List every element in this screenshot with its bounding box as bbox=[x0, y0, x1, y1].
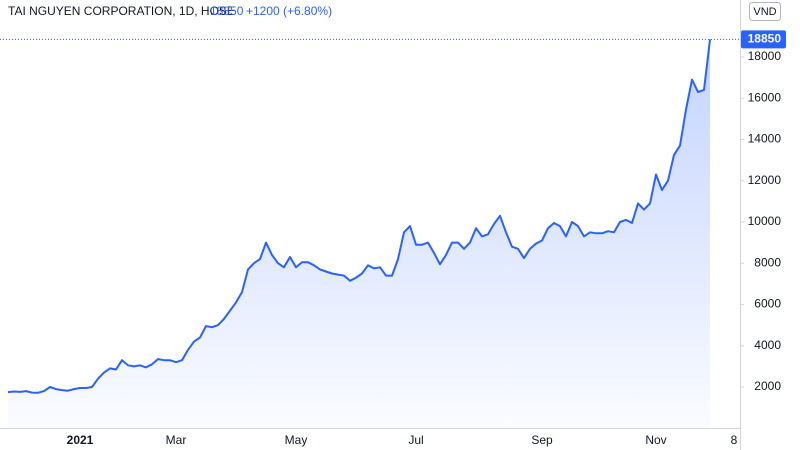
y-tick-label: 8000 bbox=[754, 255, 781, 269]
last-price: 18850 bbox=[210, 4, 244, 18]
x-tick-label: Mar bbox=[166, 433, 187, 447]
y-tick-label: 14000 bbox=[748, 132, 782, 146]
y-tick-label: 18000 bbox=[748, 49, 782, 63]
x-tick-label: 8 bbox=[731, 433, 738, 447]
x-tick-label: Jul bbox=[408, 433, 423, 447]
y-tick-label: 6000 bbox=[754, 297, 781, 311]
y-tick-label: 16000 bbox=[748, 90, 782, 104]
area-fill bbox=[8, 39, 710, 429]
currency-button[interactable] bbox=[749, 2, 781, 21]
x-tick-label: 2021 bbox=[67, 433, 94, 447]
y-tick-label: 12000 bbox=[748, 173, 782, 187]
last-price-tag bbox=[741, 30, 786, 49]
price-change: +1200 (+6.80%) bbox=[246, 4, 332, 18]
x-tick-label: Nov bbox=[645, 433, 666, 447]
y-tick-label: 2000 bbox=[754, 379, 781, 393]
last-price-tag-label: 18850 bbox=[748, 32, 782, 46]
y-tick-label: 10000 bbox=[748, 214, 782, 228]
x-tick-label: May bbox=[285, 433, 308, 447]
y-tick-label: 4000 bbox=[754, 338, 781, 352]
chart-title: TAI NGUYEN CORPORATION, 1D, HOSE bbox=[8, 4, 235, 18]
currency-label[interactable]: VND bbox=[753, 6, 776, 18]
x-tick-label: Sep bbox=[531, 433, 553, 447]
price-line bbox=[7, 39, 711, 394]
